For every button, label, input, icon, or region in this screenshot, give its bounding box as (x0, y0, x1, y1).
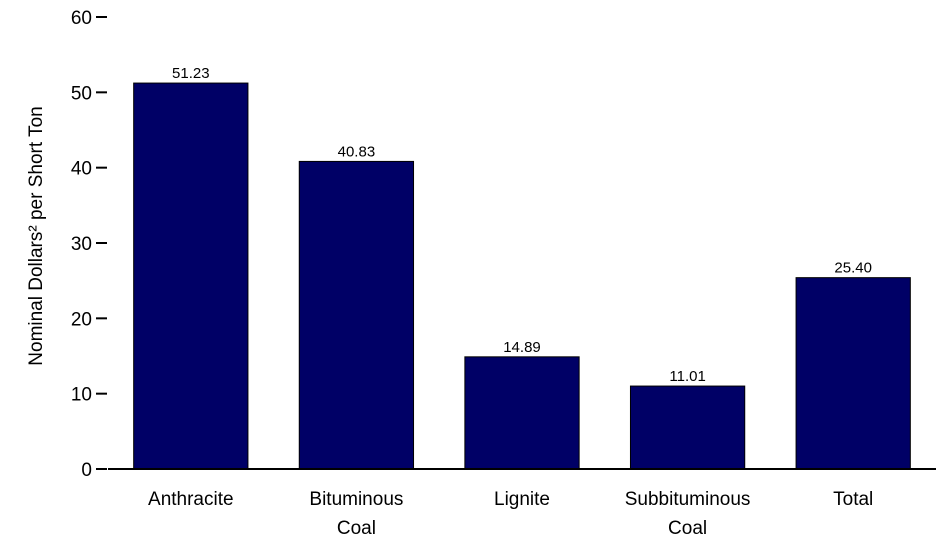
x-category-label: Total (833, 489, 873, 510)
bar-value-label: 11.01 (669, 368, 705, 385)
bars: 51.23 40.83 14.89 11.01 25.40 (133, 65, 911, 470)
bar (795, 277, 911, 470)
bar-value-label: 14.89 (503, 339, 541, 356)
bar (629, 385, 746, 470)
bar-value-label: 51.23 (172, 65, 210, 82)
x-category-label: Anthracite (148, 489, 234, 510)
y-tick-label: 50 (71, 83, 92, 104)
x-category-label: Subbituminous (625, 489, 751, 510)
y-tick-label: 10 (71, 385, 92, 406)
bar (133, 82, 249, 470)
bar (464, 356, 580, 470)
y-tick-label: 40 (71, 159, 92, 180)
y-tick-label: 0 (81, 460, 92, 481)
x-category-label: Coal (668, 518, 707, 539)
x-axis: Anthracite Bituminous Coal Lignite Subbitumi… (108, 468, 936, 539)
bar (298, 160, 415, 470)
y-tick-label: 30 (71, 234, 92, 255)
y-axis: 0 10 20 30 40 50 60 (71, 8, 107, 481)
x-category-label: Lignite (494, 489, 550, 510)
y-axis-title: Nominal Dollars² per Short Ton (26, 106, 47, 365)
bar-value-label: 40.83 (338, 143, 376, 160)
y-tick-label: 60 (71, 8, 92, 29)
x-category-label: Coal (337, 518, 376, 539)
x-category-label: Bituminous (309, 489, 403, 510)
bar-value-label: 25.40 (834, 260, 872, 277)
y-tick-label: 20 (71, 309, 92, 330)
